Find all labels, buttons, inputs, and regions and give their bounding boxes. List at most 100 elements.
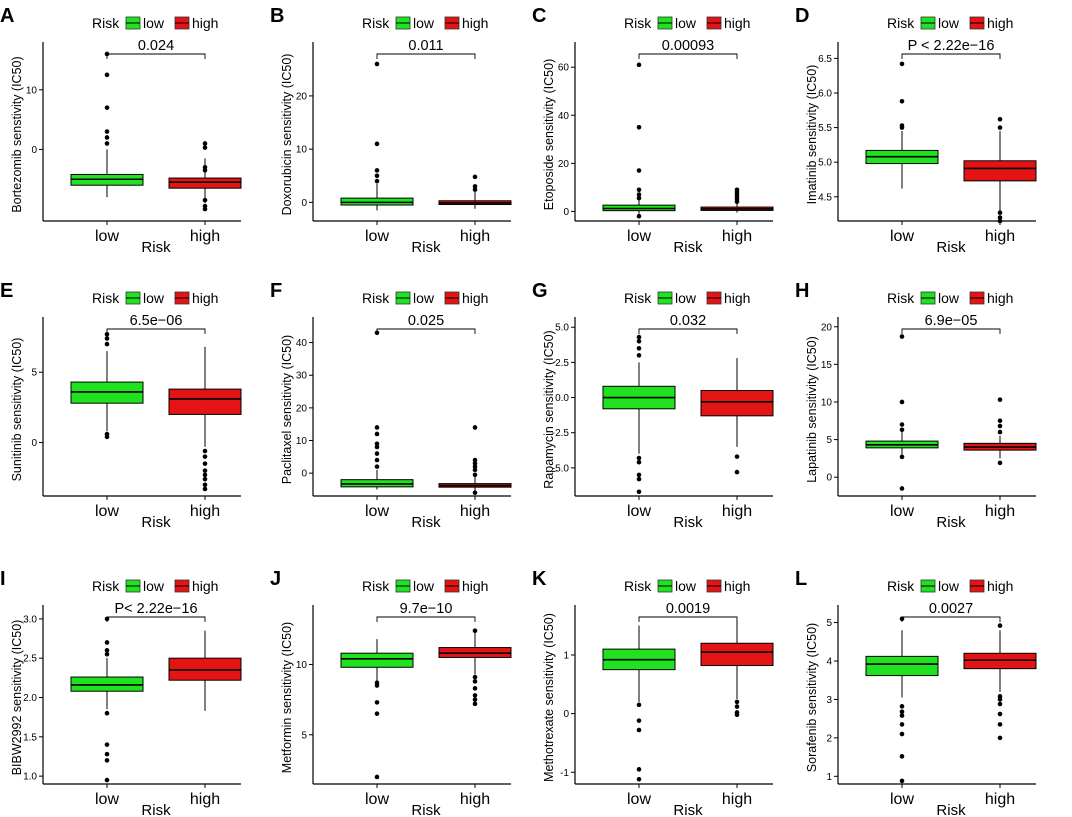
outlier-point	[899, 709, 905, 715]
bracket-line	[376, 53, 476, 59]
legend-label-low: low	[143, 578, 165, 594]
outlier-point	[202, 448, 208, 454]
outlier-point	[899, 778, 905, 784]
x-axis-label: Risk	[936, 802, 966, 817]
legend-key-low: low	[920, 15, 960, 31]
outlier-point	[104, 651, 110, 657]
y-tick-label: 1	[826, 772, 832, 783]
outlier-point	[104, 434, 110, 440]
outlier-point	[104, 336, 110, 341]
p-value-label: 0.032	[670, 313, 706, 329]
y-tick-label: 0	[31, 438, 37, 449]
outlier-point	[104, 777, 110, 783]
y-axis-label: Rapamycin sensitivity (IC50)	[542, 330, 556, 488]
box-iqr	[168, 177, 242, 189]
legend: Risk low high	[887, 578, 1013, 594]
outlier-point	[899, 427, 905, 433]
y-tick-label: 4	[826, 656, 832, 667]
outlier-point	[472, 679, 478, 684]
outlier-point	[997, 210, 1003, 215]
outlier-point	[104, 640, 110, 645]
y-tick-label: -2.5	[552, 428, 570, 439]
legend-label-low: low	[938, 15, 960, 31]
y-tick-label: 6.5	[818, 54, 832, 65]
x-tick-label-high: high	[722, 791, 752, 808]
significance-bracket: P< 2.22e−16	[106, 601, 206, 622]
x-tick-label-low: low	[627, 228, 651, 245]
outlier-point	[202, 476, 208, 482]
y-tick-label: 40	[296, 338, 308, 349]
y-axis-label: Methotrexate sensitivity (IC50)	[542, 613, 556, 782]
box-iqr	[865, 655, 939, 677]
x-axis-label: Risk	[411, 514, 441, 531]
box-iqr	[700, 642, 774, 667]
y-tick-label: -1	[560, 768, 569, 779]
outlier-point	[636, 346, 642, 351]
y-tick-label: 5	[826, 435, 832, 446]
outlier-point	[374, 431, 380, 437]
outlier-point	[202, 486, 208, 492]
p-value-label: 0.024	[138, 38, 174, 54]
outlier-point	[636, 472, 642, 478]
legend-key-low: low	[125, 290, 165, 306]
p-value-label: 0.025	[408, 313, 444, 329]
outlier-point	[899, 704, 905, 709]
box-high	[963, 623, 1037, 741]
outlier-point	[997, 218, 1003, 224]
y-tick-label: 0	[301, 198, 307, 209]
outlier-point	[374, 425, 380, 430]
outlier-point	[202, 141, 208, 146]
box-low	[340, 639, 414, 780]
outlier-point	[374, 457, 380, 463]
legend: Risk low high	[624, 290, 750, 306]
outlier-point	[997, 623, 1003, 628]
box-low	[70, 51, 144, 198]
outlier-point	[472, 697, 478, 702]
box-high	[168, 630, 242, 711]
p-value-label: P< 2.22e−16	[114, 601, 197, 617]
legend-title: Risk	[362, 578, 390, 594]
y-axis-label: Doxorubicin sensitivity (IC50)	[280, 54, 294, 216]
significance-bracket: 0.032	[638, 313, 738, 334]
y-tick-label: 2.0	[23, 693, 37, 704]
legend-label-high: high	[987, 578, 1013, 594]
bracket-line	[106, 328, 206, 334]
bracket-line	[901, 53, 1001, 59]
outlier-point	[472, 461, 478, 466]
x-tick-label-low: low	[627, 791, 651, 808]
panel-k: K Risk low high -1 0 1 Methotrexate sensitivity…	[532, 568, 774, 817]
outlier-point	[202, 461, 208, 466]
bracket-line	[901, 328, 1001, 334]
legend-label-high: high	[462, 15, 488, 31]
legend-title: Risk	[92, 15, 120, 31]
significance-bracket: 6.9e−05	[901, 313, 1001, 334]
outlier-point	[734, 712, 740, 718]
x-tick-label-high: high	[985, 503, 1015, 520]
outlier-point	[472, 457, 478, 463]
y-tick-label: 20	[821, 322, 833, 333]
significance-bracket: 0.0027	[901, 601, 1001, 622]
y-tick-label: 3	[826, 695, 832, 706]
y-tick-label: 10	[821, 397, 833, 408]
x-tick-label-high: high	[985, 228, 1015, 245]
x-tick-label-low: low	[365, 791, 389, 808]
p-value-label: 0.0027	[929, 601, 973, 617]
box-high	[438, 425, 512, 496]
outlier-point	[636, 192, 642, 197]
outlier-point	[997, 711, 1003, 717]
p-value-label: 9.7e−10	[400, 601, 453, 617]
legend-label-low: low	[413, 290, 435, 306]
outlier-point	[374, 173, 380, 179]
y-tick-label: 20	[296, 91, 308, 102]
outlier-point	[374, 168, 380, 173]
outlier-point	[997, 735, 1003, 741]
bracket-line	[638, 328, 738, 334]
outlier-point	[899, 454, 905, 460]
y-tick-label: 5.0	[818, 158, 832, 169]
y-tick-label: 0	[563, 207, 569, 218]
outlier-point	[202, 472, 208, 478]
outlier-point	[899, 422, 905, 427]
legend-key-low: low	[920, 578, 960, 594]
bracket-line	[376, 328, 476, 334]
